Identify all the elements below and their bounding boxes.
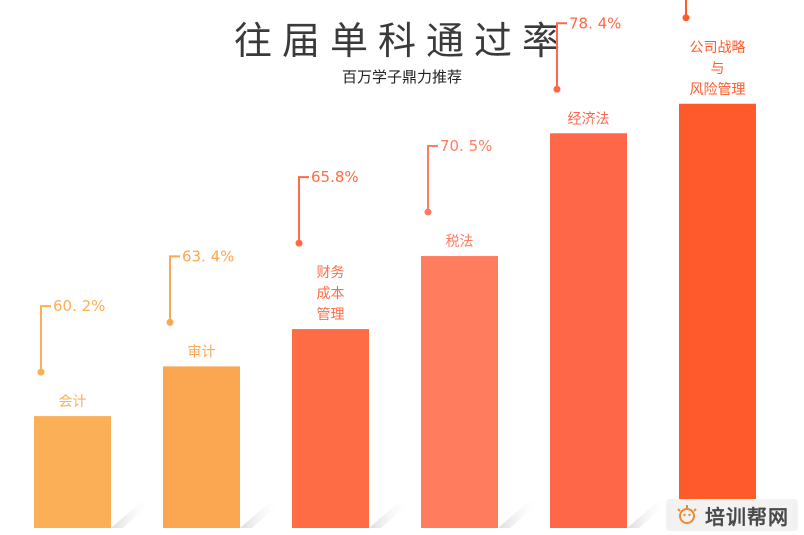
category-label: 与 [711,61,725,77]
watermark-text: 培训帮网 [705,504,789,529]
category-label: 风险管理 [690,82,746,98]
category-label: 成本 [317,286,345,302]
category-label: 财务 [317,265,345,281]
bar-shadow [627,502,669,528]
value-label: 65.8% [311,168,359,186]
bell-logo-icon [677,505,697,524]
value-leader-line [169,255,180,323]
category-label: 税法 [446,234,474,250]
value-leader-dot [424,208,432,216]
value-leader-dot [295,239,303,247]
value-leader-dot [37,368,45,376]
bar-shadow [240,502,282,528]
category-label: 会计 [59,394,87,410]
value-label: 63. 4% [182,247,234,265]
bar-4 [421,256,498,528]
bar-3 [292,329,369,528]
value-leader-line [40,305,51,373]
value-leader-line [298,176,309,244]
bar-5 [550,133,627,528]
bar-1 [34,416,111,528]
bar-6 [679,103,756,529]
bar-shadow [498,502,540,528]
value-label: 78. 4% [569,14,621,32]
category-label: 管理 [317,307,345,323]
bar-shadow [369,502,411,528]
category-label: 经济法 [568,111,610,127]
value-label: 60. 2% [53,297,105,315]
chart-title: 往届单科通过率 [233,19,570,63]
value-leader-dot [553,85,561,93]
category-label: 公司战略 [690,40,746,56]
bar-2 [163,366,240,528]
value-leader-line [556,22,567,90]
value-leader-dot [166,318,174,326]
value-leader-dot [682,14,690,22]
value-label: 70. 5% [440,137,492,155]
category-label: 审计 [188,344,216,360]
value-leader-line [427,145,438,213]
bar-shadow [111,502,153,528]
watermark: 培训帮网 [666,499,798,531]
chart-subtitle: 百万学子鼎力推荐 [341,68,462,86]
